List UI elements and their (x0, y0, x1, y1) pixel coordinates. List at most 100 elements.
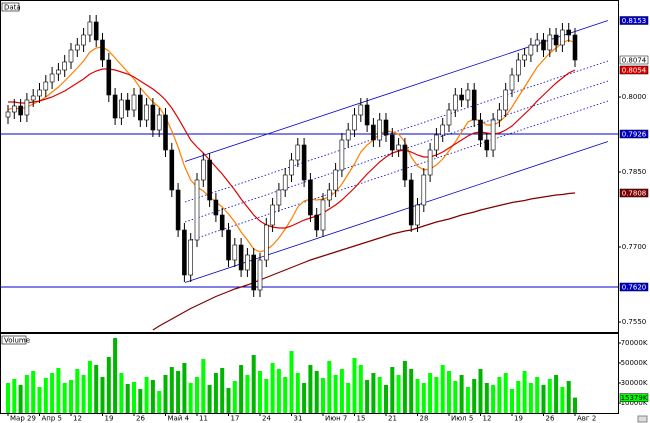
volume-bar (232, 381, 237, 413)
price-label: 0.8054 (622, 67, 647, 75)
x-tick-label: 24 (262, 415, 271, 423)
volume-bar (62, 383, 67, 413)
candle-body (289, 159, 294, 176)
volume-bar (402, 361, 407, 413)
candle-body (553, 34, 559, 46)
volume-tick-label: 30000K (621, 379, 648, 387)
volume-bar (75, 369, 80, 413)
price-label: 0.8074 (622, 57, 647, 65)
x-tick-label: 26 (136, 415, 145, 423)
volume-bar (327, 361, 332, 413)
candle-body (144, 104, 149, 121)
candle-body (471, 89, 477, 121)
volume-bar (478, 369, 483, 413)
candle-body (314, 214, 320, 231)
volume-bar (396, 375, 401, 413)
candle-body (389, 134, 395, 151)
volume-bar (132, 382, 136, 413)
volume-bar (522, 371, 527, 413)
x-tick-label: Мар 29 (10, 415, 36, 423)
candle-body (547, 34, 553, 51)
candle-body (358, 104, 364, 116)
candle-body (182, 229, 187, 276)
volume-bar (163, 375, 168, 413)
candle-body (301, 144, 307, 181)
candle-body (415, 204, 420, 226)
volume-bar (339, 369, 344, 413)
candle-body (339, 139, 345, 171)
candle-body (402, 144, 408, 181)
channel-line (184, 80, 609, 223)
candle-body (257, 259, 263, 291)
volume-bar (308, 365, 313, 413)
volume-bar (472, 379, 477, 413)
candle-body (219, 214, 225, 231)
volume-bar (43, 378, 48, 413)
volume-bar (251, 355, 256, 413)
volume-bar (384, 385, 388, 413)
candle-body (100, 39, 105, 61)
volume-bar (37, 387, 42, 413)
volume-bar (106, 357, 111, 413)
chart-title: Data (4, 4, 21, 12)
candle-body (49, 73, 55, 83)
candle-body (251, 254, 256, 291)
volume-bar (503, 373, 508, 413)
candle-body (427, 149, 433, 176)
volume-bar (138, 389, 143, 413)
volume-bar (390, 367, 395, 413)
candle-body (534, 39, 540, 46)
volume-bar (150, 380, 155, 413)
candle-body (245, 254, 250, 271)
volume-bar (176, 371, 181, 413)
volume-label: 15379K (621, 394, 648, 402)
volume-bar (289, 351, 294, 413)
volume-bar (365, 380, 370, 413)
volume-bar (226, 388, 231, 413)
volume-bar (346, 383, 351, 413)
candle-body (459, 94, 464, 101)
price-label-box (619, 65, 649, 75)
candle-body (125, 99, 130, 111)
x-tick-label: Апр 5 (42, 415, 63, 423)
volume-bar (81, 375, 86, 413)
candle-body (560, 29, 565, 46)
volume-bar (24, 375, 29, 413)
candle-body (119, 99, 124, 119)
x-tick-label: Авг 2 (577, 415, 596, 423)
candle-body (383, 119, 389, 136)
candle-body (263, 224, 269, 261)
volume-bar (87, 361, 92, 413)
candle-body (434, 134, 439, 151)
candle-body (440, 124, 446, 136)
volume-bar (100, 377, 105, 413)
volume-bar (516, 381, 521, 413)
x-tick-label: 11 (199, 415, 208, 423)
volume-bar (510, 389, 514, 413)
volume-bar (554, 375, 559, 413)
candle-body (201, 159, 206, 181)
volume-tick-label: 10000K (621, 399, 648, 407)
volume-bar (6, 383, 10, 413)
price-label-box (619, 282, 649, 292)
volume-bar (18, 385, 23, 413)
candle-body (163, 114, 168, 151)
x-tick-label: 17 (231, 415, 240, 423)
volume-bar (125, 384, 130, 413)
candle-body (371, 124, 376, 141)
x-tick-label: 28 (420, 415, 429, 423)
volume-bar (12, 379, 17, 413)
volume-bar (453, 381, 458, 413)
volume-bar (459, 375, 464, 413)
price-label: 0.7620 (622, 284, 647, 292)
volume-bar (314, 371, 319, 413)
candle-body (18, 105, 23, 116)
corner-button[interactable] (637, 415, 648, 423)
channel-line (184, 60, 609, 203)
price-label: 0.7808 (622, 190, 647, 198)
volume-bar (50, 373, 55, 413)
x-tick-label: 19 (514, 415, 523, 423)
candle-body (446, 109, 452, 126)
candle-body (326, 189, 332, 201)
